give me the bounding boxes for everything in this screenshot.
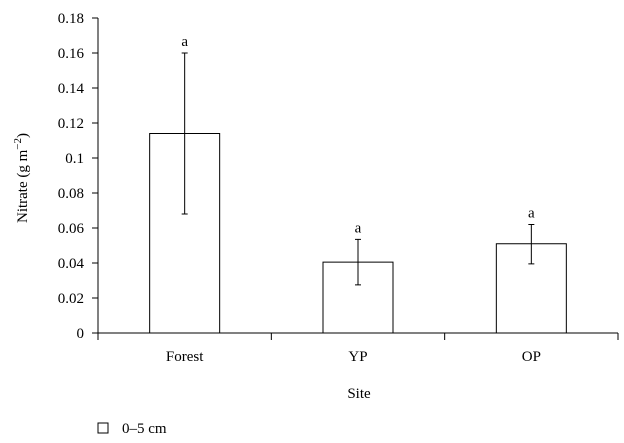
y-axis-label-close: ) bbox=[15, 133, 31, 138]
y-tick-label: 0.1 bbox=[65, 151, 84, 167]
significance-label: a bbox=[181, 34, 188, 50]
legend-swatch bbox=[97, 422, 109, 434]
y-tick-label: 0.14 bbox=[58, 81, 85, 97]
legend-label: 0–5 cm bbox=[122, 421, 167, 437]
y-tick-label: 0.06 bbox=[58, 221, 85, 237]
y-axis-label: Nitrate (g m−2) bbox=[12, 133, 31, 223]
significance-label: a bbox=[355, 220, 362, 236]
error-bars-group bbox=[181, 52, 535, 286]
y-tick-label: 0.12 bbox=[58, 116, 84, 132]
x-tick-label: YP bbox=[348, 349, 367, 365]
x-axis-label: Site bbox=[347, 386, 371, 402]
y-tick-label: 0.02 bbox=[58, 291, 84, 307]
y-axis-ticks: 0 0.02 0.04 0.06 0.08 0.1 0.12 0.14 0.16 0.18 bbox=[58, 11, 98, 342]
x-axis-tick-labels: Forest YP OP bbox=[166, 349, 541, 365]
y-tick-label: 0 bbox=[77, 326, 85, 342]
y-tick-label: 0.04 bbox=[58, 256, 85, 272]
significance-label: a bbox=[528, 206, 535, 222]
y-tick-label: 0.18 bbox=[58, 11, 84, 27]
y-tick-label: 0.08 bbox=[58, 186, 84, 202]
y-axis-label-exponent: −2 bbox=[12, 138, 24, 150]
y-axis-label-main: Nitrate (g m bbox=[15, 149, 31, 223]
y-tick-label: 0.16 bbox=[58, 46, 85, 62]
x-tick-label: OP bbox=[522, 349, 541, 365]
legend: 0–5 cm bbox=[97, 421, 167, 437]
x-axis-ticks bbox=[97, 333, 619, 340]
significance-labels: a a a bbox=[181, 34, 535, 236]
x-tick-label: Forest bbox=[166, 349, 204, 365]
